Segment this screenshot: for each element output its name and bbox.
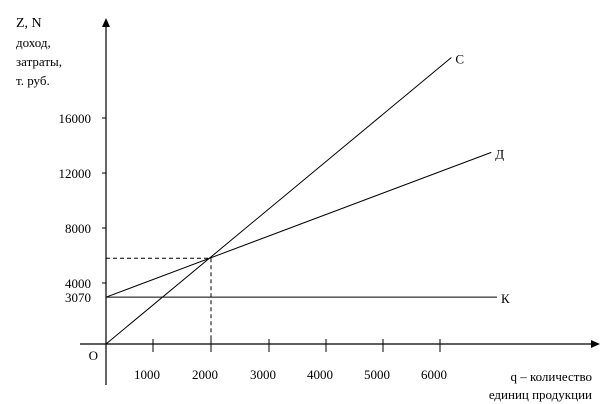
x-tick-label: 3000 [250, 367, 276, 382]
x-tick-label: 5000 [364, 367, 390, 382]
series-line-С [105, 57, 452, 345]
y-tick-label: 3070 [65, 290, 91, 305]
y-axis-label-line: затраты, [16, 54, 63, 69]
x-tick-label: 2000 [192, 367, 218, 382]
y-axis-label-line: Z, N [16, 16, 42, 31]
series-label: К [501, 291, 510, 306]
y-axis-label-line: т. руб. [16, 73, 50, 88]
origin-label: O [89, 348, 98, 363]
y-tick-label: 12000 [59, 166, 92, 181]
y-tick-label: 16000 [59, 111, 92, 126]
y-tick-label: 4000 [65, 276, 91, 291]
series-label: Д [495, 146, 504, 161]
x-axis-label: q – количество единиц продукции [468, 368, 592, 404]
y-axis-label-line: доход, [16, 35, 51, 50]
y-axis-arrow [102, 18, 110, 27]
x-tick-label: 4000 [307, 367, 333, 382]
x-tick-label: 1000 [134, 367, 160, 382]
x-axis-arrow [591, 340, 600, 348]
x-axis-label-line: q – количество [510, 369, 592, 384]
series-label: С [455, 52, 464, 67]
y-axis-label: Z, N доход, затраты, т. руб. [16, 14, 62, 90]
series-line-Д [105, 151, 492, 298]
x-axis-label-line: единиц продукции [488, 387, 592, 402]
x-tick-label: 6000 [421, 367, 447, 382]
y-tick-label: 8000 [65, 221, 91, 236]
